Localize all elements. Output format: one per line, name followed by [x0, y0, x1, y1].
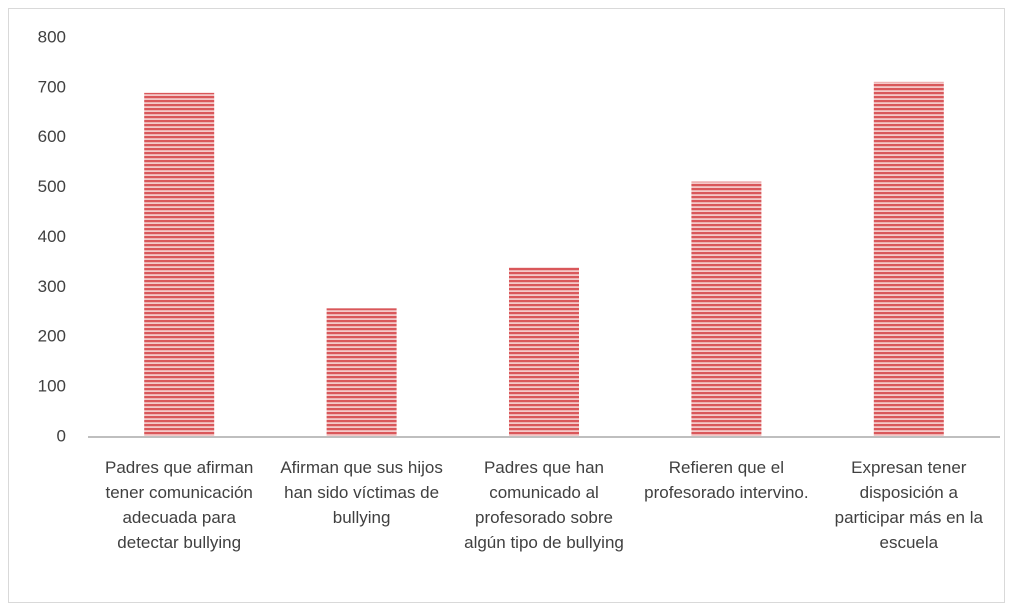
- y-tick-label: 300: [38, 277, 66, 296]
- x-tick-label: Padres que afirman tener comunicación ad…: [105, 458, 263, 552]
- bar: [691, 181, 762, 437]
- y-tick-label: 600: [38, 127, 66, 146]
- y-tick-label: 800: [38, 27, 66, 46]
- bar: [326, 308, 397, 437]
- y-tick-label: 100: [38, 377, 66, 396]
- y-tick-label: 500: [38, 177, 66, 196]
- x-tick-label: Expresan tener disposición a participar …: [834, 458, 988, 552]
- y-tick-label: 0: [57, 426, 66, 445]
- y-tick-label: 200: [38, 327, 66, 346]
- y-tick-label: 400: [38, 227, 66, 246]
- x-tick-label: Refieren que el profesorado intervino.: [644, 458, 809, 502]
- bar: [873, 81, 944, 437]
- x-tick-label: Padres que han comunicado al profesorado…: [464, 458, 624, 552]
- y-tick-label: 700: [38, 77, 66, 96]
- bar: [144, 92, 215, 438]
- bar: [509, 267, 579, 437]
- x-tick-label: Afirman que sus hijos han sido víctimas …: [280, 458, 448, 527]
